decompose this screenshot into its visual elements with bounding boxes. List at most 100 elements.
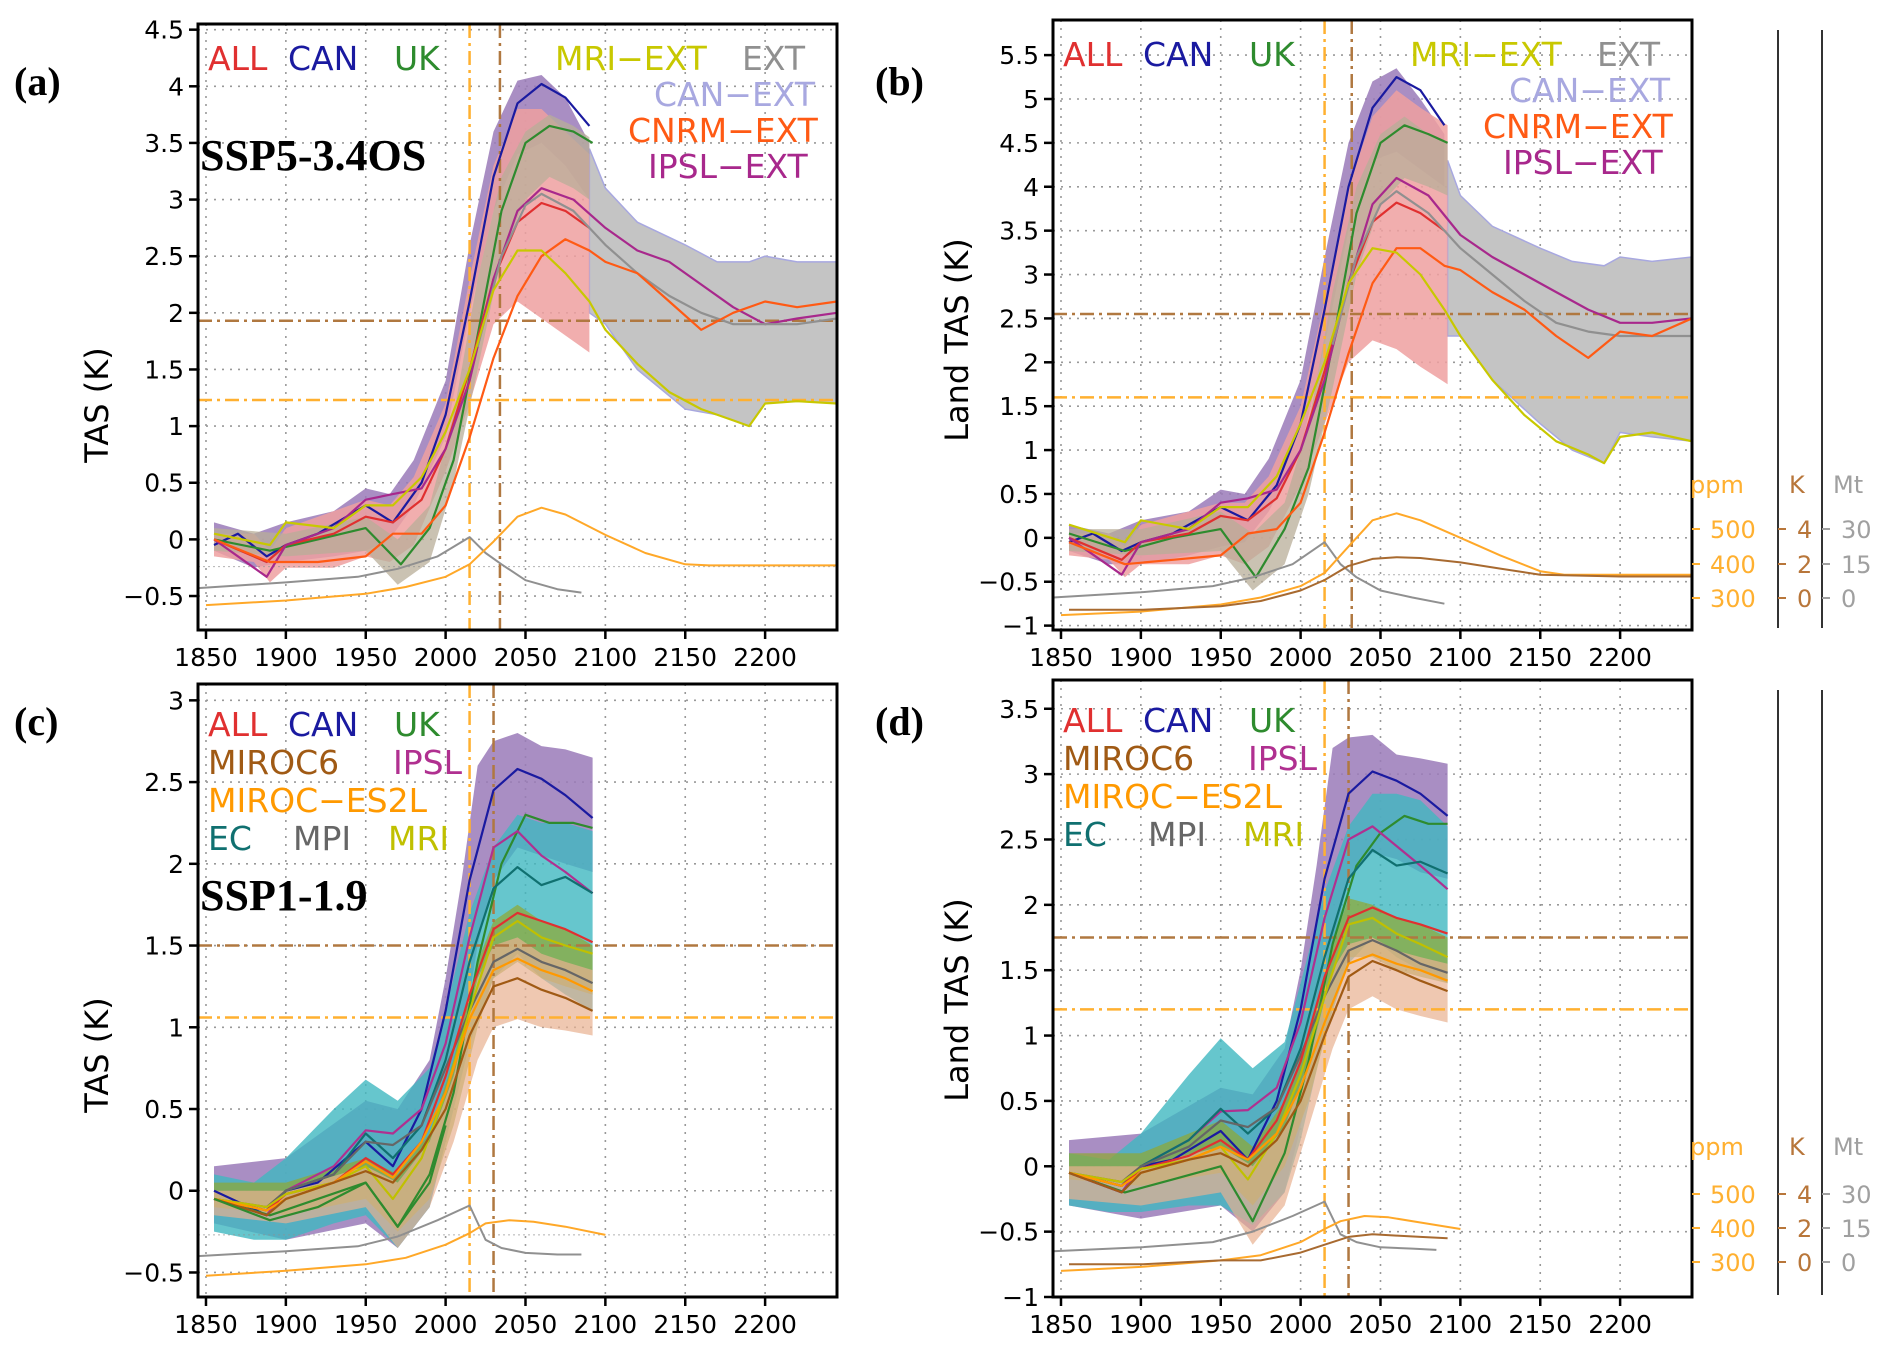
aux-label-mt: Mt	[1833, 471, 1863, 499]
x-tick-label: 2100	[1429, 1310, 1493, 1339]
band-uk	[214, 114, 590, 585]
aux-axes-d: ppm K Mt 500 400 300 4 2 0 30 15 0	[1690, 1133, 1872, 1277]
legend: ALL CAN UK MRI−EXT EXTCAN−EXTCNRM−EXTIPSL−EX…	[1063, 35, 1674, 182]
ylabel-c: TAS (K)	[78, 997, 116, 1113]
x-tick-label: 2000	[1269, 1310, 1333, 1339]
y-tick-label: 2	[168, 299, 184, 328]
y-tick-label: 3.5	[999, 217, 1039, 246]
series-ext	[1331, 190, 1692, 345]
panel-c: 1850 1900 1950 2000 2050 2100 2150 2200 −0.5 0 0.5…	[123, 682, 839, 1339]
x-tick-label: 1950	[334, 1310, 398, 1339]
x-tick-label: 2150	[653, 643, 717, 672]
aux-tick-ppm-400: 400	[1710, 1215, 1756, 1243]
ylabel-b: Land TAS (K)	[938, 238, 976, 442]
plot-area	[1053, 20, 1692, 630]
series-mt_line	[198, 1204, 582, 1258]
legend-entry-all: ALL	[1063, 701, 1123, 740]
y-tick-label: 4.5	[999, 129, 1039, 158]
legend-entry-can-ext: CAN−EXT	[654, 75, 816, 114]
ylabel-a: TAS (K)	[78, 347, 116, 463]
y-tick-label: −0.5	[123, 582, 184, 611]
plot-frame	[196, 682, 839, 1299]
x-tick-label: 2200	[733, 1310, 797, 1339]
plot-area	[198, 24, 837, 630]
legend-entry-mpi: MPI	[293, 819, 351, 858]
series-uk	[213, 813, 593, 1228]
aux-tick-k-2: 2	[1797, 551, 1812, 579]
y-tick-label: −1	[1002, 1283, 1039, 1312]
y-tick-label: 3	[1023, 261, 1039, 290]
series-uk	[213, 124, 594, 566]
aux-axis-lines	[1692, 690, 1830, 1295]
legend-entry-all: ALL	[1063, 35, 1123, 74]
y-tick-label: 3	[168, 186, 184, 215]
panel-letter-b: (b)	[875, 59, 924, 104]
band-miroc	[214, 937, 593, 1248]
legend-entry-can: CAN	[1143, 701, 1213, 740]
series-mt_line	[198, 536, 582, 594]
aux-tick-k-0: 0	[1797, 1249, 1812, 1277]
x-tick-label: 2100	[574, 643, 638, 672]
panel-letter-d: (d)	[875, 699, 924, 744]
legend-entry-can-ext: CAN−EXT	[1509, 71, 1671, 110]
legend-entry-cnrm-ext: CNRM−EXT	[1483, 107, 1674, 146]
aux-label-k: K	[1789, 1133, 1806, 1161]
y-tick-label: 5	[1023, 85, 1039, 114]
legend-entry-uk: UK	[394, 39, 441, 78]
series-miroc6	[213, 977, 594, 1217]
aux-tick-k-4: 4	[1797, 516, 1812, 544]
series-mri	[1068, 916, 1449, 1184]
aux-tick-mt-0: 0	[1841, 1249, 1856, 1277]
legend-entry-miroc-es2l: MIROC−ES2L	[208, 781, 428, 820]
legend-entry-cnrm-ext: CNRM−EXT	[628, 111, 819, 150]
y-tick-label: 4	[1023, 173, 1039, 202]
x-tick-label: 1850	[174, 643, 238, 672]
y-tick-label: 2.5	[144, 768, 184, 797]
y-tick-label: 0	[1023, 1152, 1039, 1181]
aux-tick-ppm-400: 400	[1710, 551, 1756, 579]
y-tick-label: 1.5	[144, 355, 184, 384]
legend-entry-can: CAN	[288, 705, 358, 744]
series-uk	[1068, 124, 1449, 579]
y-tick-label: 1.5	[999, 956, 1039, 985]
x-tick-label: 2000	[1269, 643, 1333, 672]
legend-entry-uk: UK	[1249, 701, 1296, 740]
band-ext	[1446, 160, 1692, 465]
y-tick-label: 3.5	[999, 695, 1039, 724]
y-tick-label: 5.5	[999, 41, 1039, 70]
band-ext	[588, 148, 837, 427]
x-tick-label: 1850	[1029, 643, 1093, 672]
plot-frame	[196, 22, 839, 632]
series-miroc6	[1068, 959, 1448, 1194]
y-tick-label: 2.5	[144, 242, 184, 271]
x-tick-label: 2150	[1508, 643, 1572, 672]
aux-tick-ppm-500: 500	[1710, 516, 1756, 544]
y-tick-label: 0	[1023, 524, 1039, 553]
aux-tick-k-4: 4	[1797, 1181, 1812, 1209]
aux-tick-k-0: 0	[1797, 585, 1812, 613]
aux-tick-ppm-500: 500	[1710, 1181, 1756, 1209]
legend-entry-ec: EC	[208, 819, 252, 858]
y-tick-label: 2	[168, 850, 184, 879]
legend-entry-can: CAN	[288, 39, 358, 78]
aux-label-ppm: ppm	[1690, 1133, 1744, 1161]
series-mri-ext	[1068, 247, 1692, 544]
ylabel-d: Land TAS (K)	[938, 898, 976, 1102]
aux-tick-mt-0: 0	[1841, 585, 1856, 613]
series-k_line	[1069, 556, 1692, 611]
y-tick-label: 2.5	[999, 825, 1039, 854]
aux-label-mt: Mt	[1833, 1133, 1863, 1161]
aux-label-ppm: ppm	[1690, 471, 1744, 499]
y-tick-label: 0.5	[999, 1087, 1039, 1116]
x-tick-label: 2200	[1588, 1310, 1652, 1339]
legend-entry-miroc6: MIROC6	[208, 743, 339, 782]
band-miroc	[1069, 937, 1448, 1245]
y-tick-label: 1.5	[999, 392, 1039, 421]
series-mri	[213, 919, 593, 1209]
x-tick-label: 2100	[574, 1310, 638, 1339]
x-tick-label: 2050	[494, 1310, 558, 1339]
y-tick-label: −0.5	[978, 1218, 1039, 1247]
legend-entry-all: ALL	[208, 705, 268, 744]
